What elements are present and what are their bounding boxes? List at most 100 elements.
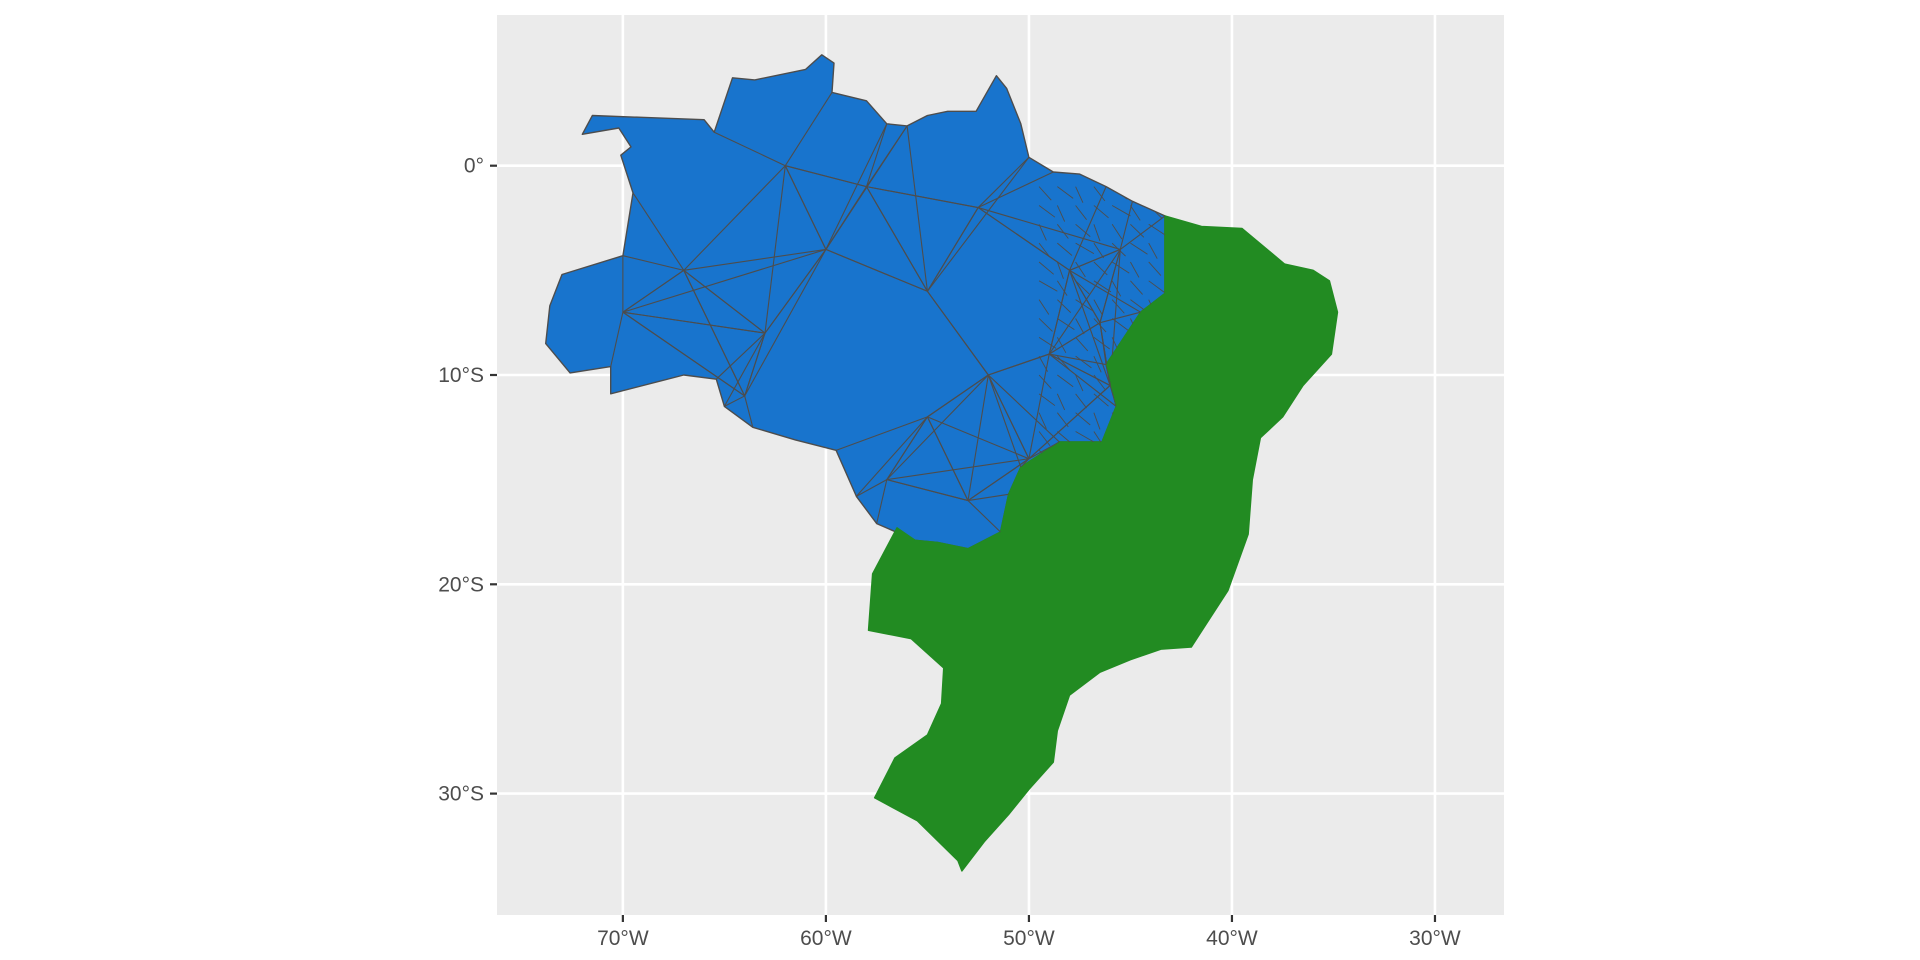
municipality-border bbox=[987, 374, 1060, 443]
municipality-border bbox=[1028, 353, 1050, 459]
region-northeast-southeast-south bbox=[867, 215, 1339, 872]
municipality-border bbox=[967, 493, 1009, 502]
municipality-border bbox=[632, 192, 685, 271]
municipality-border bbox=[744, 249, 827, 397]
municipality-border bbox=[1075, 205, 1087, 220]
municipality-border bbox=[1075, 355, 1092, 369]
municipality-border bbox=[1111, 205, 1131, 217]
y-axis: 0° 10°S 20°S 30°S bbox=[438, 155, 497, 806]
municipality-border bbox=[825, 123, 888, 250]
municipality-border bbox=[1075, 280, 1090, 295]
municipality-border bbox=[1075, 223, 1091, 237]
municipality-border bbox=[715, 332, 766, 380]
municipality-border bbox=[1130, 242, 1148, 255]
municipality-border bbox=[866, 186, 928, 292]
municipality-border bbox=[764, 249, 827, 334]
municipality-border bbox=[856, 479, 888, 497]
municipality-border bbox=[622, 269, 685, 313]
municipality-border bbox=[886, 416, 928, 480]
x-tick-label: 70°W bbox=[597, 927, 649, 950]
municipality-border bbox=[1057, 431, 1073, 445]
municipality-border bbox=[1093, 336, 1110, 350]
municipality-border bbox=[1093, 242, 1105, 259]
municipality-border bbox=[1069, 248, 1121, 271]
municipality-border bbox=[1130, 261, 1140, 278]
municipality-border bbox=[622, 255, 684, 271]
municipality-border bbox=[683, 270, 746, 397]
municipality-border bbox=[835, 416, 928, 451]
municipality-border bbox=[865, 123, 888, 187]
municipality-border bbox=[1038, 224, 1047, 241]
municipality-border bbox=[1111, 318, 1129, 331]
municipality-border bbox=[926, 207, 979, 292]
municipality-border bbox=[987, 374, 1022, 468]
municipality-border bbox=[1056, 412, 1069, 428]
municipality-border bbox=[1069, 269, 1141, 313]
municipality-border bbox=[967, 500, 1001, 533]
municipality-border bbox=[1105, 364, 1111, 386]
x-axis: 70°W 60°W 50°W 40°W 30°W bbox=[597, 915, 1461, 950]
municipality-border bbox=[744, 332, 766, 397]
municipality-border bbox=[1099, 249, 1121, 323]
municipality-border bbox=[1038, 205, 1056, 218]
municipality-border bbox=[1038, 242, 1051, 258]
municipality-border bbox=[927, 416, 1030, 460]
municipality-border bbox=[1038, 355, 1048, 372]
municipality-border bbox=[1111, 242, 1126, 257]
municipality-border bbox=[785, 165, 867, 188]
municipality-border bbox=[683, 269, 766, 334]
municipality-border bbox=[1111, 280, 1122, 297]
municipality-border bbox=[784, 165, 827, 250]
municipality-border bbox=[1075, 337, 1089, 352]
municipality-border bbox=[876, 479, 888, 524]
y-tick-label: 30°S bbox=[438, 783, 484, 806]
municipality-border bbox=[683, 248, 826, 271]
y-tick-label: 20°S bbox=[438, 573, 484, 596]
municipality-border bbox=[1069, 186, 1107, 271]
municipality-border bbox=[622, 311, 766, 334]
y-tick-label: 10°S bbox=[438, 364, 484, 387]
municipality-border bbox=[987, 374, 1030, 459]
municipality-border bbox=[744, 395, 754, 428]
municipality-border bbox=[855, 416, 928, 497]
municipality-border bbox=[1048, 353, 1111, 386]
municipality-border bbox=[1109, 385, 1117, 407]
municipality-border bbox=[784, 92, 833, 166]
municipality-border bbox=[1111, 299, 1125, 314]
municipality-border bbox=[967, 458, 1030, 502]
municipality-border bbox=[1119, 201, 1133, 250]
municipality-borders bbox=[610, 92, 1165, 533]
municipality-border bbox=[1056, 261, 1064, 279]
municipality-border bbox=[866, 125, 908, 187]
municipality-border bbox=[1093, 224, 1101, 242]
municipality-border bbox=[1038, 318, 1053, 332]
municipality-border bbox=[1069, 270, 1111, 386]
municipality-border bbox=[1075, 186, 1084, 203]
municipality-border bbox=[1038, 280, 1058, 292]
municipality-border bbox=[1075, 412, 1091, 426]
municipality-border bbox=[1038, 299, 1050, 315]
municipality-border bbox=[1057, 242, 1073, 256]
municipality-border bbox=[1075, 393, 1087, 409]
municipality-border bbox=[988, 353, 1050, 376]
municipality-border bbox=[1048, 270, 1071, 355]
x-tick-label: 40°W bbox=[1206, 927, 1258, 950]
municipality-border bbox=[1119, 215, 1165, 250]
municipality-border bbox=[1057, 186, 1074, 199]
municipality-border bbox=[1075, 374, 1084, 392]
municipality-border bbox=[714, 131, 786, 167]
municipality-border bbox=[1093, 318, 1107, 333]
x-tick-label: 50°W bbox=[1003, 927, 1055, 950]
municipality-border bbox=[1093, 261, 1108, 276]
municipality-border bbox=[1148, 242, 1158, 259]
municipality-border bbox=[1069, 270, 1101, 323]
municipality-border bbox=[1038, 186, 1052, 201]
municipality-border bbox=[1028, 441, 1060, 460]
municipality-border bbox=[764, 165, 786, 334]
municipality-border bbox=[1038, 261, 1054, 275]
municipality-border bbox=[1130, 223, 1145, 238]
municipality-border bbox=[866, 186, 979, 209]
municipality-border bbox=[1048, 322, 1101, 355]
municipality-border bbox=[683, 165, 786, 271]
